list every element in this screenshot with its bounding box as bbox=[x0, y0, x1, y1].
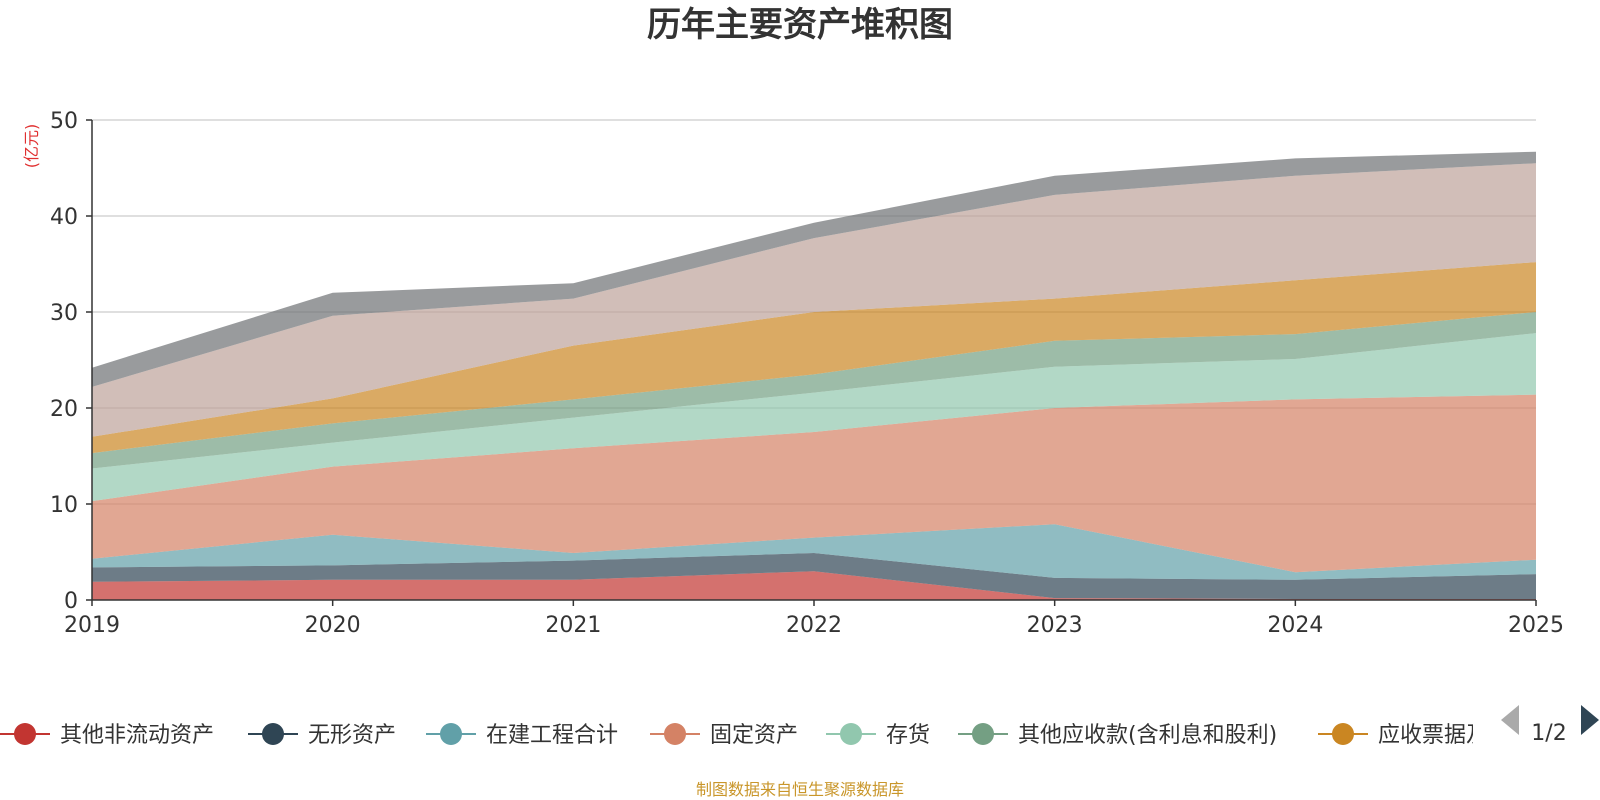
y-axis-unit-label: (亿元) bbox=[22, 124, 41, 169]
legend-next-page-icon[interactable] bbox=[1581, 705, 1599, 735]
y-tick-label: 20 bbox=[50, 397, 78, 422]
legend-marker-icon bbox=[440, 723, 462, 745]
y-tick-label: 0 bbox=[64, 589, 78, 614]
area-series-2[interactable] bbox=[92, 553, 1536, 599]
area-series-7[interactable] bbox=[92, 262, 1536, 454]
y-tick-label: 40 bbox=[50, 205, 78, 230]
legend-page-indicator: 1/2 bbox=[1531, 721, 1566, 746]
y-tick-label: 30 bbox=[50, 301, 78, 326]
legend-label: 存货 bbox=[886, 723, 930, 748]
legend-label: 固定资产 bbox=[710, 723, 798, 748]
chart-title: 历年主要资产堆积图 bbox=[647, 5, 953, 45]
area-series-8[interactable] bbox=[92, 163, 1536, 437]
legend-pager: 1/2 bbox=[1501, 705, 1599, 746]
legend-marker-icon bbox=[664, 723, 686, 745]
x-tick-label: 2020 bbox=[305, 613, 361, 638]
area-series-1[interactable] bbox=[92, 571, 1536, 600]
legend-item[interactable]: 固定资产 bbox=[650, 723, 798, 748]
legend-item[interactable]: 应收票据及应收账款 bbox=[1318, 723, 1576, 748]
x-tick-label: 2024 bbox=[1267, 613, 1323, 638]
x-tick-label: 2022 bbox=[786, 613, 842, 638]
legend-label: 在建工程合计 bbox=[486, 723, 618, 748]
legend-marker-icon bbox=[1332, 723, 1354, 745]
legend-marker-icon bbox=[972, 723, 994, 745]
legend-item[interactable]: 其他非流动资产 bbox=[0, 723, 214, 748]
y-tick-label: 10 bbox=[50, 493, 78, 518]
legend-label: 无形资产 bbox=[308, 723, 396, 748]
x-tick-label: 2019 bbox=[64, 613, 120, 638]
x-tick-label: 2025 bbox=[1508, 613, 1564, 638]
y-tick-label: 50 bbox=[50, 109, 78, 134]
legend-label: 应收票据及应收账款 bbox=[1378, 723, 1576, 748]
legend-label: 其他非流动资产 bbox=[60, 723, 214, 748]
x-tick-label: 2021 bbox=[545, 613, 601, 638]
legend-item[interactable]: 存货 bbox=[826, 723, 930, 748]
legend-marker-icon bbox=[262, 723, 284, 745]
area-series-5[interactable] bbox=[92, 333, 1536, 502]
area-series-4[interactable] bbox=[92, 394, 1536, 573]
data-source-note: 制图数据来自恒生聚源数据库 bbox=[696, 780, 904, 799]
legend-item[interactable]: 无形资产 bbox=[248, 723, 396, 748]
area-series-6[interactable] bbox=[92, 312, 1536, 469]
legend-prev-page-icon[interactable] bbox=[1501, 705, 1519, 735]
area-series-3[interactable] bbox=[92, 524, 1536, 580]
x-tick-label: 2023 bbox=[1027, 613, 1083, 638]
legend-item[interactable]: 在建工程合计 bbox=[426, 723, 618, 748]
legend-marker-icon bbox=[840, 723, 862, 745]
legend-marker-icon bbox=[14, 723, 36, 745]
legend-label: 其他应收款(含利息和股利) bbox=[1018, 723, 1277, 748]
legend-item[interactable]: 其他应收款(含利息和股利) bbox=[958, 723, 1277, 748]
